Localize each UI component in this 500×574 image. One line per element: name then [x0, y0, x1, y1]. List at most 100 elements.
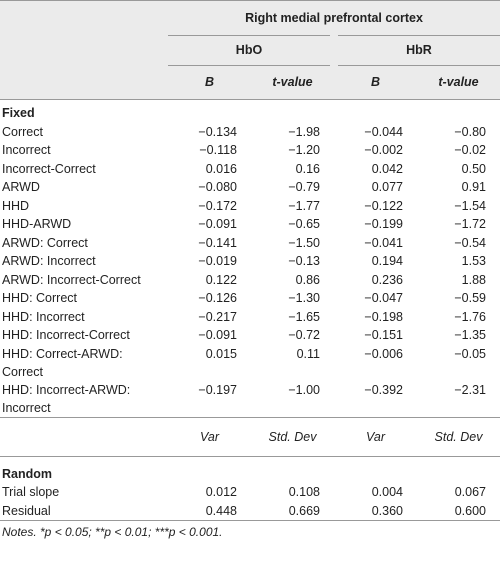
cell-value: 1.53	[461, 254, 486, 268]
data-row: ARWD: Incorrect-Correct 0.122 0.86 0.236 1.8…	[0, 271, 500, 290]
group-label: HbO	[168, 35, 338, 66]
cell-value: 0.600	[417, 501, 500, 521]
cell-value: −1.54	[454, 198, 486, 213]
row-label: ARWD	[2, 180, 40, 194]
cell-value: −0.172	[198, 198, 237, 213]
cell-value: 0.108	[288, 485, 320, 499]
cell-value: −0.141	[198, 235, 237, 250]
row-label: HHD-ARWD	[2, 217, 72, 231]
cell-value: −1.65	[288, 309, 320, 324]
header-row: Right medial prefrontal cortex	[0, 0, 500, 36]
cell-value: 0.91	[461, 180, 486, 194]
cell-value: −0.79	[288, 180, 320, 194]
cell-value: −0.198	[364, 309, 403, 324]
column-label: B	[168, 65, 251, 100]
data-row: HHD: Incorrect-Correct −0.091 −0.72 −0.151 −…	[0, 326, 500, 345]
empty	[0, 65, 168, 100]
cell-value: −1.20	[288, 143, 320, 157]
row-label: HHD	[2, 198, 30, 213]
column-row: Var Std. Dev Var Std. Dev	[0, 416, 500, 457]
cell-value: 0.122	[205, 272, 237, 287]
data-row: Trial slope 0.012 0.108 0.004 0.067	[0, 483, 500, 502]
cell-value: −0.126	[198, 291, 237, 305]
row-label: ARWD: Incorrect	[2, 254, 96, 268]
cell-value: 0.669	[251, 501, 334, 521]
cell-value: −0.05	[454, 346, 486, 361]
row-label: Incorrect	[2, 143, 51, 157]
cell-value: −1.77	[288, 198, 320, 213]
cell-value: 0.015	[205, 346, 237, 361]
data-row: Incorrect-Correct 0.016 0.16 0.042 0.50	[0, 160, 500, 179]
cell-value: −0.006	[364, 346, 403, 361]
cell-value: 1.88	[461, 272, 486, 287]
cell-value: −0.044	[364, 124, 403, 139]
cell-value: −1.76	[454, 309, 486, 324]
data-row: Residual 0.448 0.669 0.360 0.600	[0, 501, 500, 521]
cell-value: 0.004	[371, 485, 403, 499]
group-row: HbO HbR	[0, 35, 500, 66]
cell-value: 0.012	[205, 485, 237, 499]
cell-value: −0.151	[364, 328, 403, 342]
cell-value: −0.134	[198, 124, 237, 139]
cell-value: 0.016	[205, 161, 237, 176]
header-title: Right medial prefrontal cortex	[168, 0, 500, 36]
cell-value: −0.197	[198, 382, 237, 397]
column-label: t-value	[251, 65, 334, 100]
column-label: Var	[168, 416, 251, 457]
cell-value: −0.047	[364, 291, 403, 305]
cell-value: −0.392	[364, 382, 403, 397]
cell-value: 0.86	[295, 272, 320, 287]
group-label: HbR	[330, 35, 500, 66]
cell-value: −0.002	[364, 143, 403, 157]
empty	[0, 0, 168, 35]
data-row: HHD: Correct −0.126 −1.30 −0.047 −0.59	[0, 289, 500, 308]
row-label: Residual	[0, 501, 168, 521]
cell-value: −0.080	[198, 180, 237, 194]
section-row: Fixed	[0, 100, 500, 123]
cell-value: −1.30	[288, 291, 320, 305]
data-row: Incorrect −0.118 −1.20 −0.002 −0.02	[0, 141, 500, 160]
cell-value: 0.042	[371, 161, 403, 176]
row-label: ARWD: Correct	[2, 235, 88, 250]
cell-value: −1.35	[454, 328, 486, 342]
cell-value: 0.448	[168, 501, 251, 521]
cell-value: −0.122	[364, 198, 403, 213]
cell-value: −1.72	[454, 217, 486, 231]
column-label: Std. Dev	[251, 416, 334, 457]
cell-value: −2.31	[454, 382, 486, 397]
row-label: ARWD: Incorrect-Correct	[2, 272, 141, 287]
row-label: HHD: Correct	[2, 291, 78, 305]
data-row: HHD: Incorrect-ARWD: Incorrect −0.197 −1.0…	[0, 381, 500, 418]
cell-value: −0.59	[454, 291, 486, 305]
cell-value: 0.360	[334, 501, 417, 521]
cell-value: −1.50	[288, 235, 320, 250]
empty	[0, 35, 168, 65]
row-label: Correct	[2, 124, 43, 139]
cell-value: 0.50	[461, 161, 486, 176]
section-label: Random	[2, 466, 52, 481]
cell-value: 0.077	[371, 180, 403, 194]
cell-value: −0.72	[288, 328, 320, 342]
row-label: HHD: Incorrect	[2, 309, 85, 324]
cell-value: −0.80	[454, 124, 486, 139]
cell-value: −0.118	[199, 143, 237, 157]
section-label: Fixed	[2, 106, 35, 120]
cell-value: 0.236	[371, 272, 403, 287]
cell-value: 0.067	[454, 485, 486, 499]
data-row: HHD: Correct-ARWD: Correct 0.015 0.11 −0.00…	[0, 345, 500, 381]
cell-value: −1.98	[288, 124, 320, 139]
data-row: HHD −0.172 −1.77 −0.122 −1.54	[0, 197, 500, 216]
row-label: Trial slope	[2, 485, 60, 499]
cell-value: −0.091	[198, 217, 237, 231]
cell-value: 0.194	[371, 254, 403, 268]
cell-value: 0.11	[296, 346, 320, 361]
row-label: HHD: Incorrect-ARWD: Incorrect	[2, 382, 131, 415]
data-row: Correct −0.134 −1.98 −0.044 −0.80	[0, 123, 500, 142]
data-row: ARWD: Incorrect −0.019 −0.13 0.194 1.53	[0, 252, 500, 271]
empty	[0, 416, 168, 457]
cell-value: −1.00	[288, 382, 320, 397]
section-row: Random	[0, 456, 500, 483]
cell-value: −0.02	[454, 143, 486, 157]
data-row: HHD-ARWD −0.091 −0.65 −0.199 −1.72	[0, 215, 500, 234]
